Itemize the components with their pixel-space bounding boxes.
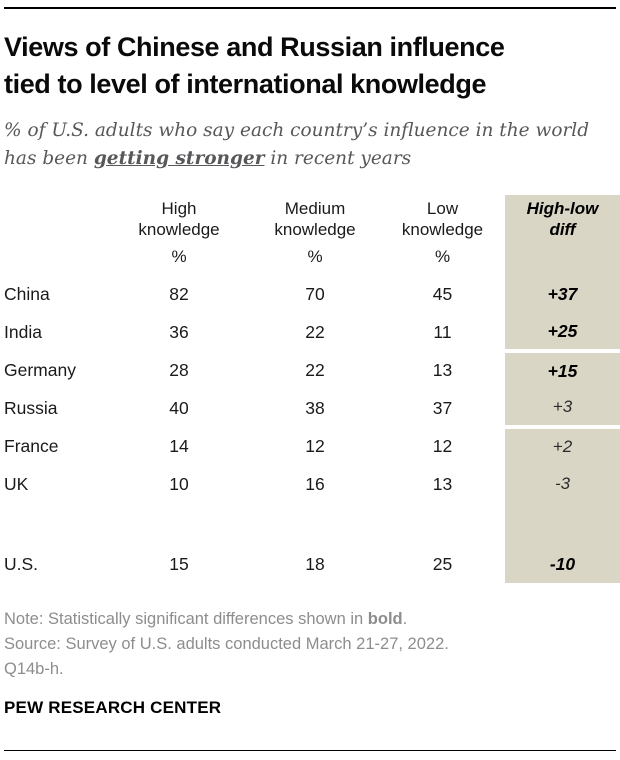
country-label: France: [4, 435, 59, 456]
column-header-line2: knowledge: [401, 220, 484, 239]
country-label: U.S.: [4, 553, 39, 574]
value-cell: 37: [432, 397, 453, 418]
value-cell: 25: [432, 553, 453, 574]
footnote: Note: Statistically significant differen…: [4, 607, 616, 682]
value-cell: 18: [305, 553, 325, 574]
diff-cell: -10: [505, 545, 620, 583]
value-cell: 70: [305, 283, 325, 304]
column-header-line1: Low: [426, 199, 459, 218]
bottom-rule: [4, 750, 616, 751]
diff-cell: +37: [505, 275, 620, 313]
country-label: Germany: [4, 359, 76, 380]
value-cell: 45: [432, 283, 453, 304]
note-bold-word: bold: [367, 610, 403, 628]
value-cell: 14: [169, 435, 189, 456]
value-cell: 38: [305, 397, 325, 418]
value-cell: 12: [432, 435, 453, 456]
table-row: China 82 70 45 +37: [0, 275, 620, 313]
subtitle-prefix: % of U.S. adults who say each country’s …: [4, 120, 590, 169]
diff-cell: +3: [505, 389, 620, 427]
value-cell: 13: [432, 473, 453, 494]
value-cell: 12: [305, 435, 325, 456]
table-row: U.S. 15 18 25 -10: [0, 545, 620, 583]
column-header-high: High knowledge: [108, 195, 250, 247]
value-cell: 36: [169, 321, 189, 342]
table-row: Russia 40 38 37 +3: [0, 389, 620, 427]
knowledge-table: High knowledge Medium knowledge Low knowledge…: [0, 195, 620, 583]
source-line: Source: Survey of U.S. adults conducted …: [4, 635, 449, 653]
country-label: UK: [4, 473, 29, 494]
column-header-line1: Medium: [284, 199, 346, 218]
page-title: Views of Chinese and Russian influence ti…: [4, 29, 616, 103]
column-header-line2: knowledge: [274, 220, 356, 239]
subtitle: % of U.S. adults who say each country’s …: [4, 117, 616, 173]
column-header-line1: High: [161, 199, 197, 218]
country-label: China: [4, 283, 50, 304]
table-row: India 36 22 11 +25: [0, 313, 620, 351]
unit-row: %%%: [0, 247, 620, 275]
column-header-low: Low knowledge: [380, 195, 505, 247]
subtitle-emphasis: getting stronger: [93, 148, 265, 169]
value-cell: 22: [305, 321, 325, 342]
table-row: France 14 12 12 +2: [0, 425, 620, 465]
column-header-medium: Medium knowledge: [250, 195, 380, 247]
question-id: Q14b-h.: [4, 660, 64, 678]
table-body: China 82 70 45 +37 India 36 22 11 +25 Germany 28 22 1…: [0, 275, 620, 583]
value-cell: 22: [305, 359, 325, 380]
unit-cell: %: [171, 247, 187, 266]
header-spacer: [0, 195, 108, 247]
diff-cell: [505, 503, 620, 545]
note-prefix: Note: Statistically significant differen…: [4, 610, 368, 628]
table-row: Germany 28 22 13 +15: [0, 349, 620, 389]
top-rule: [4, 7, 616, 9]
column-header-line1: High-low: [526, 199, 599, 218]
country-label: Russia: [4, 397, 58, 418]
value-cell: [380, 503, 505, 545]
value-cell: [108, 503, 250, 545]
country-label: India: [4, 321, 42, 342]
value-cell: 13: [432, 359, 453, 380]
unit-spacer: [0, 247, 108, 275]
country-label: [0, 503, 108, 545]
unit-cell: %: [307, 247, 323, 266]
value-cell: 15: [169, 553, 189, 574]
diff-cell: +15: [505, 349, 620, 389]
value-cell: 82: [169, 283, 189, 304]
value-cell: 11: [433, 321, 452, 342]
subtitle-suffix: in recent years: [264, 148, 412, 169]
value-cell: 10: [169, 473, 189, 494]
value-cell: 16: [305, 473, 325, 494]
unit-cell: %: [434, 247, 451, 266]
value-cell: [250, 503, 380, 545]
column-header-line2: knowledge: [138, 220, 220, 239]
header-row: High knowledge Medium knowledge Low knowledge…: [0, 195, 620, 247]
title-line-1: Views of Chinese and Russian influence: [4, 32, 505, 62]
note-suffix: .: [402, 610, 408, 628]
table-row: UK 10 16 13 -3: [0, 465, 620, 503]
diff-cell: +25: [505, 313, 620, 351]
diff-cell: +2: [505, 425, 620, 465]
title-line-2: tied to level of international knowledge: [4, 69, 487, 99]
value-cell: 40: [169, 397, 189, 418]
spacer-row: [0, 503, 620, 545]
diff-cell: -3: [505, 465, 620, 503]
table-head: High knowledge Medium knowledge Low knowledge…: [0, 195, 620, 275]
value-cell: 28: [169, 359, 189, 380]
unit-diff-cell: [505, 247, 620, 275]
column-header-diff: High-low diff: [505, 195, 620, 247]
pew-research-center-logo-text: PEW RESEARCH CENTER: [4, 698, 222, 717]
column-header-line2: diff: [549, 220, 576, 239]
